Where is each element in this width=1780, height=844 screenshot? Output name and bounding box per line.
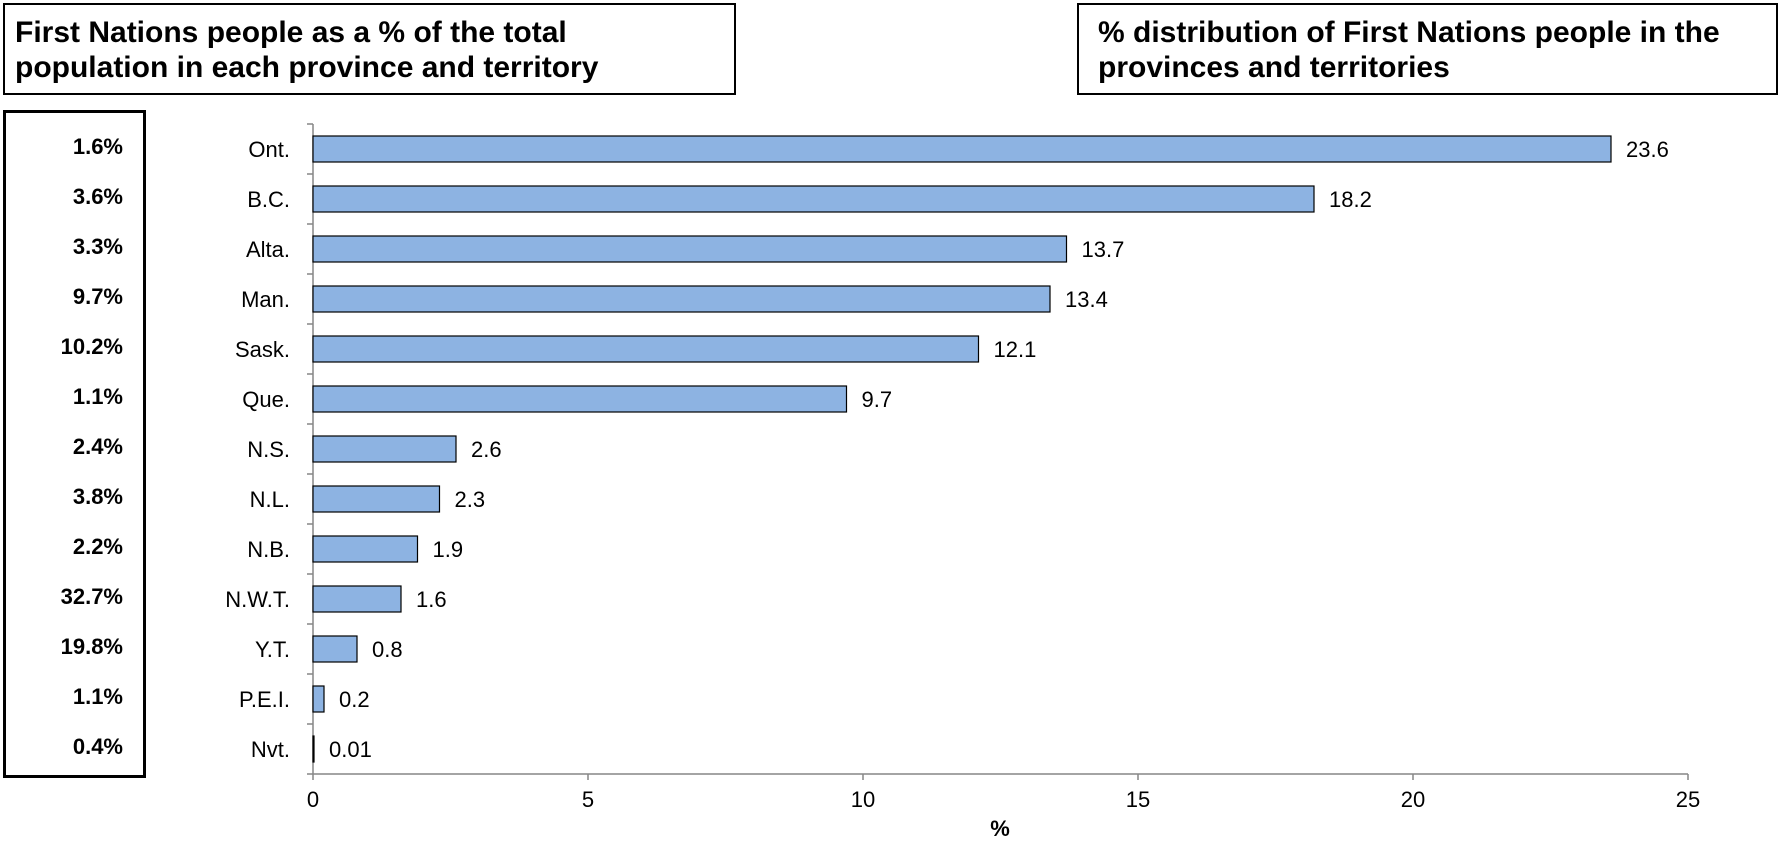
chart-title-text: % distribution of First Nations people i…	[1098, 16, 1720, 84]
population-share-value: 3.3%	[72, 234, 123, 259]
data-label: 13.7	[1082, 237, 1125, 262]
population-share-value: 3.8%	[72, 484, 123, 509]
x-tick-label: 5	[582, 787, 594, 812]
category-label: Ont.	[248, 137, 290, 162]
population-share-value: 32.7%	[60, 584, 123, 609]
x-tick-label: 0	[307, 787, 319, 812]
bar	[312, 385, 848, 413]
bar	[312, 735, 315, 763]
data-label: 0.2	[339, 687, 370, 712]
bar	[312, 685, 325, 713]
bar	[312, 185, 1315, 213]
category-label: P.E.I.	[239, 687, 290, 712]
bar	[312, 635, 358, 663]
category-label: N.W.T.	[225, 587, 290, 612]
data-label: 1.9	[433, 537, 464, 562]
population-share-value: 0.4%	[72, 734, 123, 759]
left-panel-title-text: First Nations people as a % of the total…	[15, 16, 599, 84]
x-tick-label: 15	[1126, 787, 1150, 812]
category-label: Nvt.	[251, 737, 290, 762]
population-share-value: 19.8%	[60, 634, 123, 659]
category-label: Man.	[241, 287, 290, 312]
population-share-value: 10.2%	[60, 334, 123, 359]
category-label: B.C.	[247, 187, 290, 212]
data-label: 0.8	[372, 637, 403, 662]
population-share-column: 1.6% 3.6% 3.3% 9.7% 10.2% 1.1% 2.4% 3.8% 2.2% 32.…	[3, 110, 146, 778]
data-label: 1.6	[416, 587, 447, 612]
data-label: 2.6	[471, 437, 502, 462]
population-share-value: 2.4%	[72, 434, 123, 459]
category-label: N.B.	[247, 537, 290, 562]
data-label: 13.4	[1065, 287, 1108, 312]
population-share-value: 1.6%	[72, 134, 123, 159]
bar	[312, 535, 419, 563]
data-label: 12.1	[994, 337, 1037, 362]
data-label: 18.2	[1329, 187, 1372, 212]
population-share-value: 9.7%	[72, 284, 123, 309]
category-label: N.S.	[247, 437, 290, 462]
data-label: 0.01	[329, 737, 372, 762]
x-axis-label: %	[990, 816, 1010, 841]
bar	[312, 335, 980, 363]
bar	[312, 235, 1068, 263]
left-panel-title: First Nations people as a % of the total…	[3, 3, 736, 95]
bar	[312, 435, 457, 463]
population-share-value: 2.2%	[72, 534, 123, 559]
bar	[312, 485, 441, 513]
data-label: 2.3	[455, 487, 486, 512]
category-label: Y.T.	[255, 637, 290, 662]
population-share-value: 3.6%	[72, 184, 123, 209]
data-label: 9.7	[862, 387, 893, 412]
bar	[312, 585, 402, 613]
data-label: 23.6	[1626, 137, 1669, 162]
x-tick-label: 20	[1401, 787, 1425, 812]
bar	[312, 285, 1051, 313]
category-label: Sask.	[235, 337, 290, 362]
x-tick-label: 10	[851, 787, 875, 812]
x-tick-label: 25	[1676, 787, 1700, 812]
chart-title: % distribution of First Nations people i…	[1077, 3, 1778, 95]
population-share-value: 1.1%	[72, 384, 123, 409]
category-label: Alta.	[246, 237, 290, 262]
bar	[312, 135, 1612, 163]
category-label: N.L.	[250, 487, 290, 512]
category-label: Que.	[242, 387, 290, 412]
population-share-value: 1.1%	[72, 684, 123, 709]
